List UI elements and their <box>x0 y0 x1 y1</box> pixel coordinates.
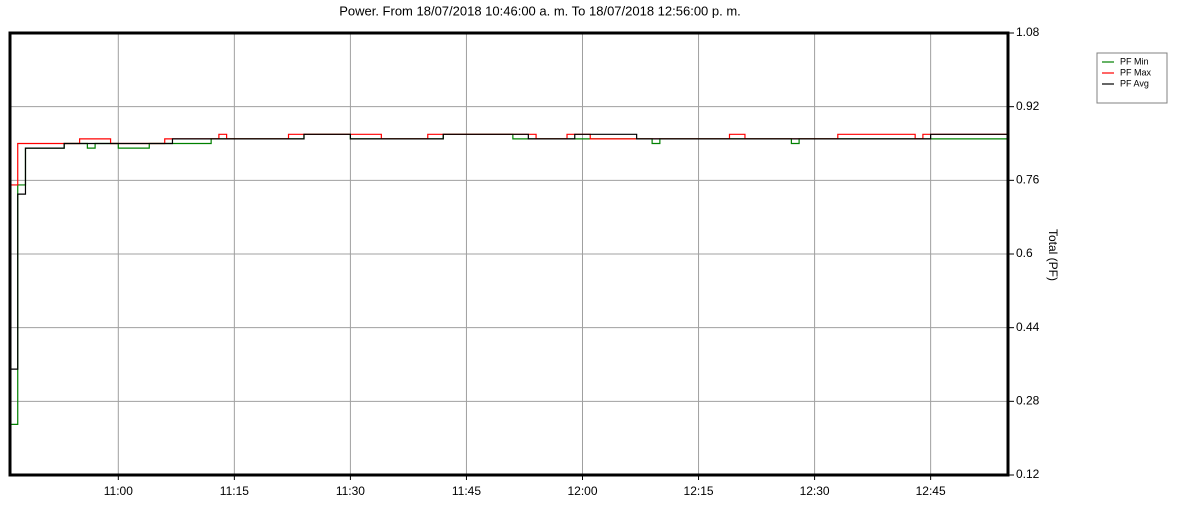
y-tick-label: 0.28 <box>1016 394 1040 408</box>
series-line <box>10 133 1008 370</box>
chart-title: Power. From 18/07/2018 10:46:00 a. m. To… <box>339 3 741 18</box>
y-tick-label: 0.6 <box>1016 246 1033 260</box>
y-tick-label: 0.44 <box>1016 320 1040 334</box>
x-tick-label: 11:45 <box>452 484 481 498</box>
x-tick-label: 11:30 <box>336 484 365 498</box>
x-tick-label: 12:00 <box>567 484 597 498</box>
x-tick-label: 12:30 <box>800 484 830 498</box>
x-tick-label: 12:45 <box>916 484 946 498</box>
legend-box <box>1096 52 1168 104</box>
legend-label: PF Max <box>1120 67 1152 77</box>
series-line <box>10 133 1008 425</box>
plot-frame <box>8 31 1010 477</box>
y-tick-label: 0.76 <box>1016 173 1040 187</box>
y-tick-label: 1.08 <box>1016 25 1040 39</box>
legend-label: PF Avg <box>1120 78 1149 88</box>
x-tick-label: 11:15 <box>220 484 249 498</box>
y-tick-label: 0.12 <box>1016 467 1040 481</box>
series-line <box>10 133 1008 186</box>
y-axis-label: Total (PF) <box>1046 229 1060 281</box>
x-tick-label: 12:15 <box>684 484 714 498</box>
legend-label: PF Min <box>1120 56 1149 66</box>
x-tick-label: 11:00 <box>104 484 133 498</box>
y-tick-label: 0.92 <box>1016 99 1040 113</box>
